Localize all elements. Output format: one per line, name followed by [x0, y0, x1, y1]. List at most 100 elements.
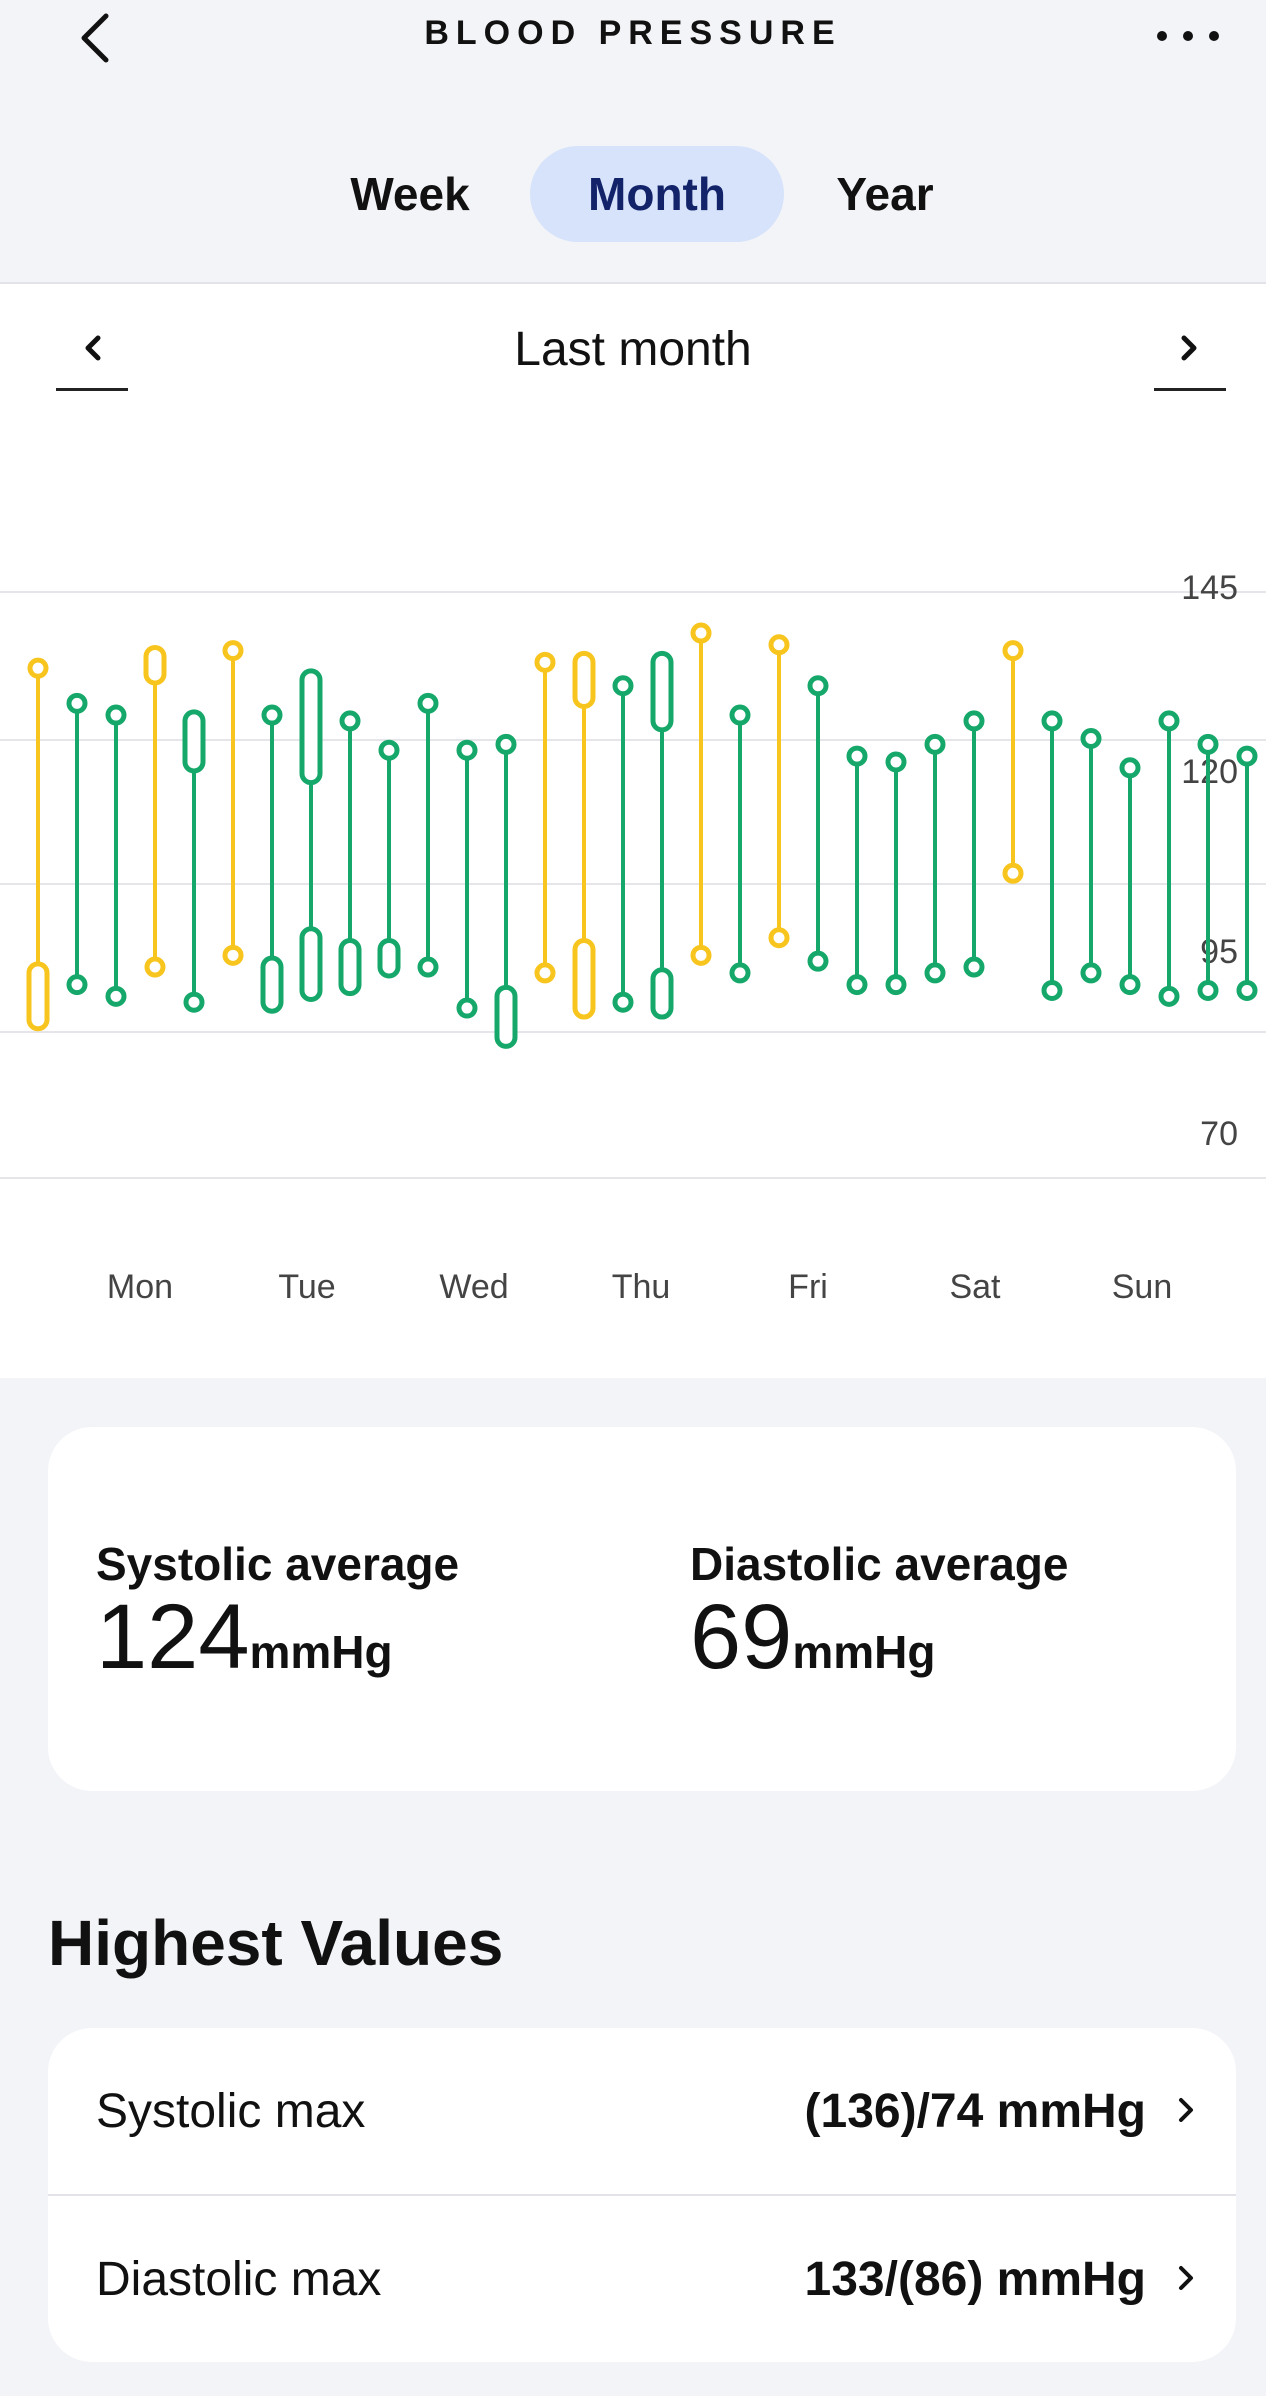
tab-month[interactable]: Month [530, 146, 784, 242]
diastolic-marker [729, 962, 751, 984]
systolic-marker [261, 704, 283, 726]
diastolic-max-label: Diastolic max [96, 2253, 382, 2306]
diastolic-marker [612, 991, 634, 1013]
systolic-marker [417, 692, 439, 714]
diastolic-average-label: Diastolic average [690, 1538, 1069, 1590]
diastolic-marker [1236, 979, 1258, 1001]
diastolic-marker [1197, 979, 1219, 1001]
diastolic-marker [26, 961, 50, 1032]
diastolic-max-row[interactable]: Diastolic max 133/(86) mmHg [48, 2196, 1236, 2362]
averages-card: Systolic average 124mmHg Diastolic avera… [48, 1427, 1236, 1791]
systolic-marker [66, 692, 88, 714]
diastolic-marker [1080, 962, 1102, 984]
systolic-marker [1119, 757, 1141, 779]
systolic-marker [572, 650, 596, 709]
systolic-marker [768, 634, 790, 656]
systolic-marker [299, 668, 323, 786]
systolic-marker [1236, 745, 1258, 767]
x-tick-label: Fri [788, 1268, 828, 1306]
highest-values-title: Highest Values [48, 1907, 504, 1979]
diastolic-marker [260, 955, 284, 1014]
systolic-marker [924, 733, 946, 755]
diastolic-unit: mmHg [792, 1626, 936, 1678]
diastolic-marker [183, 991, 205, 1013]
systolic-marker [495, 733, 517, 755]
period-tabs: Week Month Year [0, 146, 1266, 242]
diastolic-average-value: 69 [690, 1586, 793, 1688]
systolic-unit: mmHg [249, 1626, 393, 1678]
systolic-marker [456, 739, 478, 761]
highest-values-list: Systolic max (136)/74 mmHg Diastolic max… [48, 2028, 1236, 2362]
systolic-marker [222, 640, 244, 662]
x-tick-label: Wed [439, 1268, 508, 1306]
systolic-marker [1002, 640, 1024, 662]
diastolic-max-value: 133/(86) mmHg [804, 2253, 1146, 2306]
more-horizontal-icon [1157, 31, 1219, 41]
diastolic-marker [807, 950, 829, 972]
blood-pressure-chart[interactable]: 1451209570MonTueWedThuFriSatSun [0, 284, 1266, 1378]
diastolic-marker [690, 944, 712, 966]
tab-week[interactable]: Week [350, 168, 470, 220]
diastolic-marker [144, 956, 166, 978]
diastolic-marker [1002, 862, 1024, 884]
systolic-average: Systolic average 124mmHg [96, 1537, 459, 1683]
diastolic-average: Diastolic average 69mmHg [690, 1537, 1068, 1683]
systolic-marker [1158, 710, 1180, 732]
chevron-right-icon [1179, 2098, 1193, 2122]
systolic-marker [143, 644, 167, 686]
back-button[interactable] [70, 8, 120, 68]
tab-year[interactable]: Year [836, 168, 934, 220]
more-options-button[interactable] [1148, 18, 1228, 58]
systolic-marker [846, 745, 868, 767]
systolic-marker [729, 704, 751, 726]
diastolic-marker [456, 997, 478, 1019]
diastolic-marker [924, 962, 946, 984]
diastolic-marker [650, 967, 674, 1020]
chevron-left-icon [85, 335, 101, 361]
next-period-button[interactable] [1154, 318, 1226, 391]
x-tick-label: Mon [107, 1268, 173, 1306]
systolic-marker [612, 675, 634, 697]
diastolic-marker [299, 926, 323, 1002]
diastolic-marker [572, 937, 596, 1020]
diastolic-marker [222, 944, 244, 966]
systolic-marker [807, 675, 829, 697]
chevron-right-icon [1181, 335, 1197, 361]
systolic-max-row[interactable]: Systolic max (136)/74 mmHg [48, 2028, 1236, 2196]
period-label: Last month [514, 323, 752, 376]
systolic-average-value: 124 [96, 1586, 250, 1688]
diastolic-marker [338, 937, 362, 997]
x-tick-label: Thu [612, 1268, 671, 1306]
diastolic-marker [105, 985, 127, 1007]
y-tick-label: 145 [1181, 569, 1238, 607]
systolic-max-label: Systolic max [96, 2085, 366, 2138]
y-tick-label: 70 [1200, 1115, 1238, 1153]
top-bar: BLOOD PRESSURE [0, 0, 1266, 80]
systolic-marker [1041, 710, 1063, 732]
x-tick-label: Sun [1112, 1268, 1173, 1306]
systolic-marker [105, 704, 127, 726]
systolic-marker [885, 751, 907, 773]
diastolic-marker [885, 974, 907, 996]
systolic-marker [1197, 733, 1219, 755]
x-tick-label: Tue [278, 1268, 335, 1306]
systolic-marker [534, 651, 556, 673]
systolic-marker [378, 739, 400, 761]
x-tick-label: Sat [949, 1268, 1001, 1306]
diastolic-marker [417, 956, 439, 978]
systolic-marker [27, 657, 49, 679]
chevron-right-icon [1179, 2266, 1193, 2290]
previous-period-button[interactable] [56, 318, 128, 391]
y-tick-label: 95 [1200, 933, 1238, 971]
systolic-marker [963, 710, 985, 732]
page-title: BLOOD PRESSURE [424, 14, 842, 52]
diastolic-marker [377, 937, 401, 979]
chevron-left-icon [81, 13, 109, 63]
diastolic-marker [768, 927, 790, 949]
systolic-marker [1080, 728, 1102, 749]
systolic-max-value: (136)/74 mmHg [804, 2085, 1146, 2138]
diastolic-marker [846, 974, 868, 996]
systolic-marker [690, 622, 712, 644]
systolic-average-label: Systolic average [96, 1538, 460, 1590]
diastolic-marker [494, 984, 518, 1049]
